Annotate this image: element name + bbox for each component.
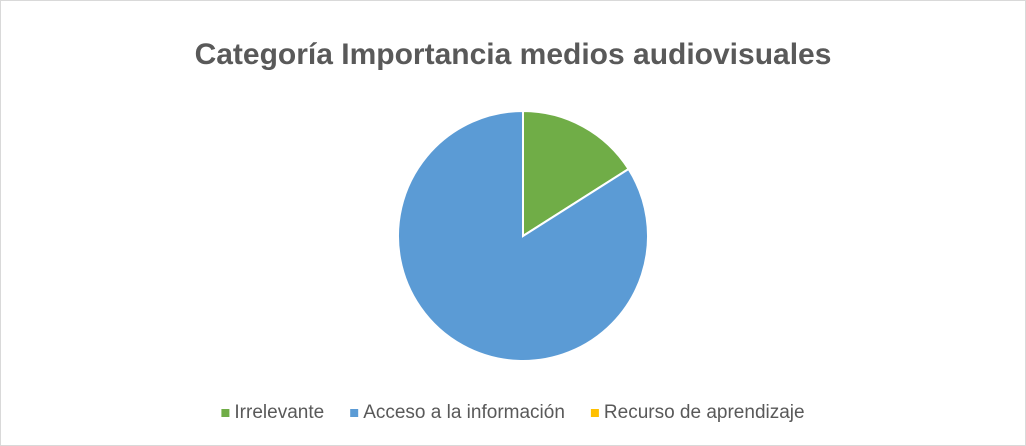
legend-swatch xyxy=(350,409,359,417)
legend-swatch xyxy=(221,409,230,417)
chart-title: Categoría Importancia medios audiovisual… xyxy=(195,38,832,71)
pie-slice xyxy=(522,109,630,238)
legend-label: Recurso de aprendizaje xyxy=(604,402,805,423)
legend-label: Acceso a la información xyxy=(363,402,565,423)
legend-label: Irrelevante xyxy=(234,402,324,423)
legend-swatch xyxy=(590,409,599,417)
